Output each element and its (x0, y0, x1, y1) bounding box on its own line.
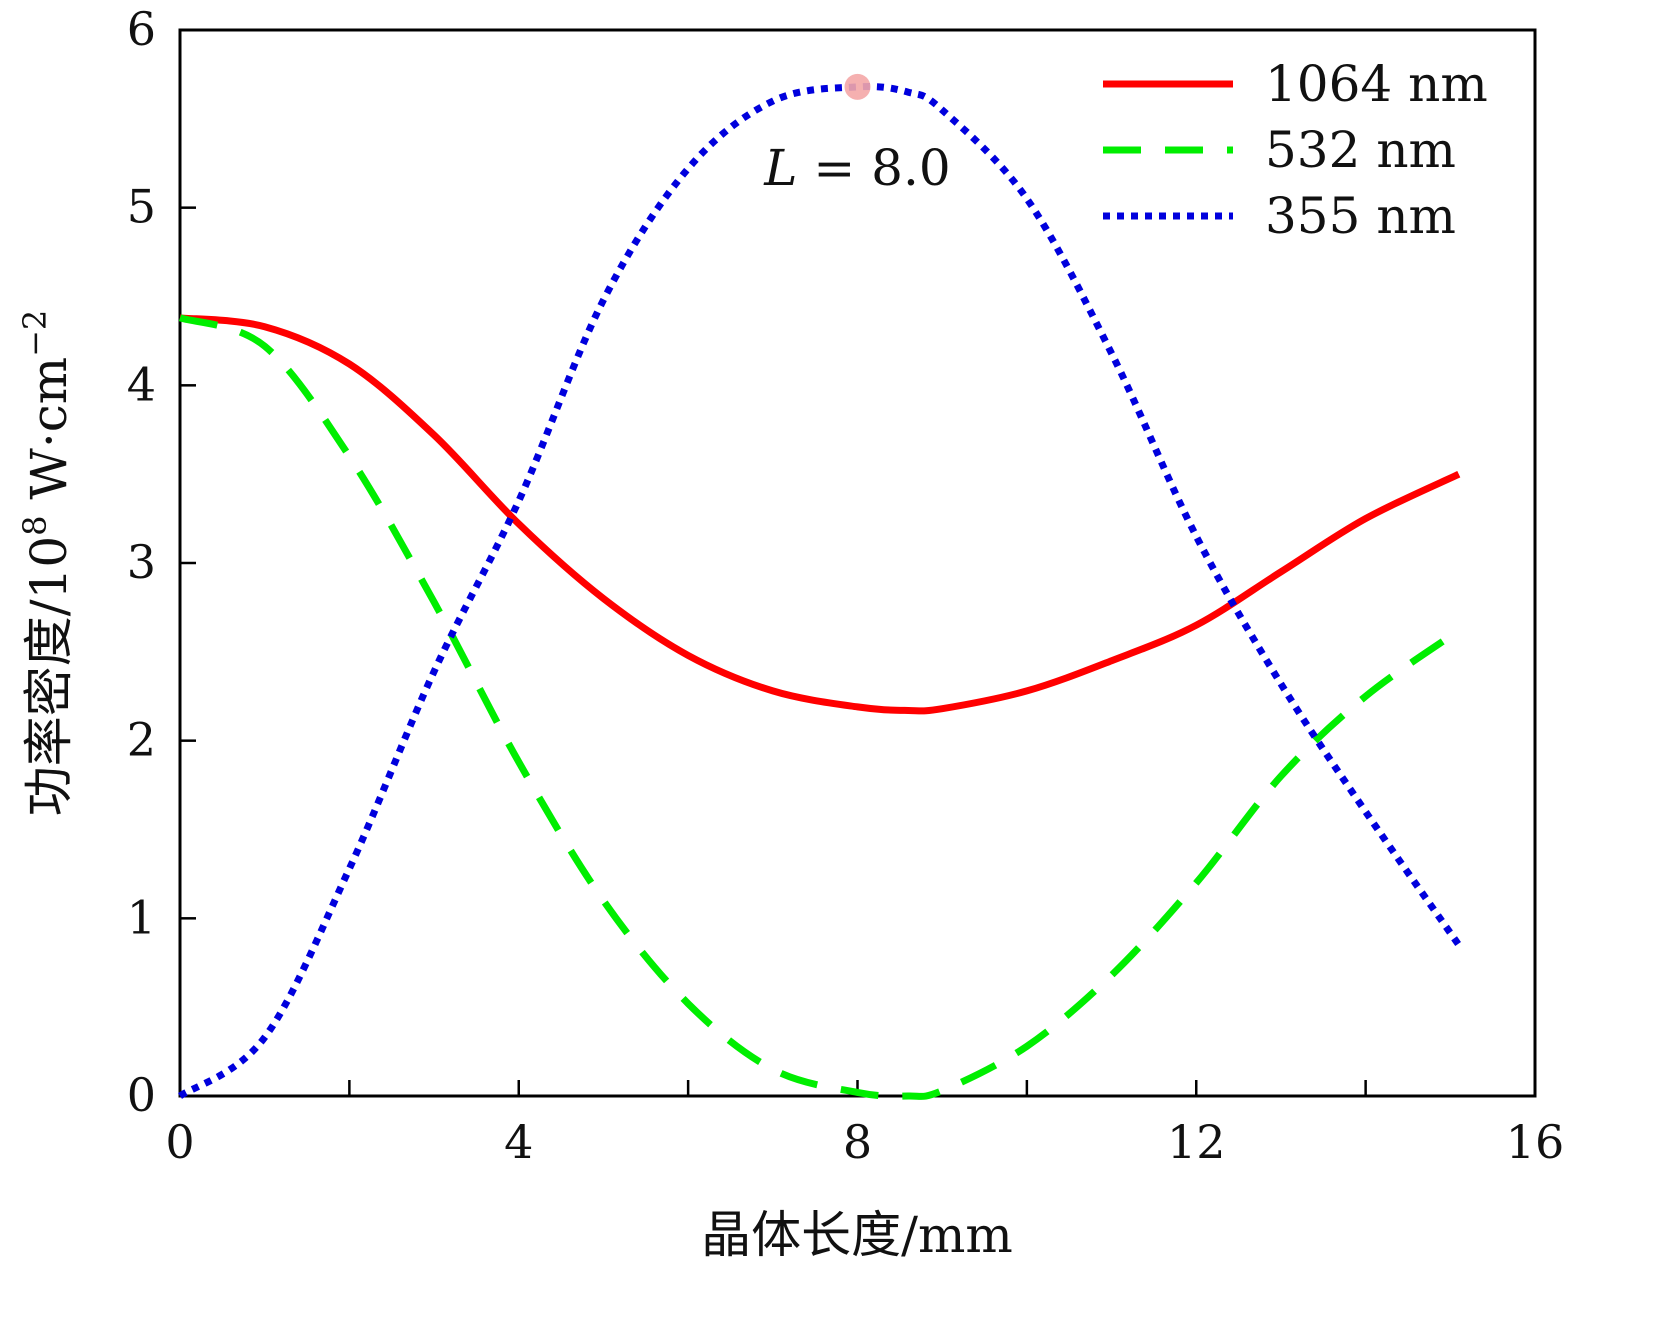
y-axis-label-unit-exponent: −2 (16, 310, 54, 357)
x-axis-label: 晶体长度/mm (701, 1206, 1013, 1264)
y-tick-label: 0 (127, 1068, 156, 1122)
series-line-2 (178, 314, 1461, 1100)
y-axis-label-exponent: 8 (16, 515, 54, 535)
x-tick-label: 8 (843, 1115, 872, 1169)
y-tick-label: 1 (127, 890, 156, 944)
annotation-marker (844, 73, 871, 100)
plot-area (178, 28, 1537, 1098)
x-tick-label: 12 (1167, 1115, 1226, 1169)
legend-label-1: 1064 nm (1265, 55, 1488, 113)
legend-label-2: 532 nm (1265, 121, 1456, 179)
annotation-label: L = 8.0 (763, 139, 950, 197)
y-axis-label-main: 功率密度/10 (20, 536, 78, 816)
y-tick-label: 4 (127, 357, 156, 411)
y-axis-label-unit: W·cm (20, 357, 78, 516)
legend: 1064 nm 532 nm 355 nm (1103, 55, 1488, 245)
x-tick-label: 16 (1506, 1115, 1565, 1169)
y-tick-label: 3 (127, 535, 156, 589)
x-tick-label: 0 (165, 1115, 194, 1169)
annotation-variable: L (763, 139, 797, 197)
legend-label-3: 355 nm (1265, 187, 1456, 245)
x-tick-label: 4 (504, 1115, 533, 1169)
y-tick-label: 2 (127, 713, 156, 767)
y-axis-label: 功率密度/108 W·cm−2 (16, 310, 78, 817)
y-tick-label: 6 (127, 2, 156, 56)
annotation-value: = 8.0 (798, 139, 951, 197)
annotation: L = 8.0 (763, 73, 951, 197)
y-tick-label: 5 (127, 180, 156, 234)
series-line-1 (179, 314, 1461, 715)
series-lines (178, 83, 1462, 1100)
